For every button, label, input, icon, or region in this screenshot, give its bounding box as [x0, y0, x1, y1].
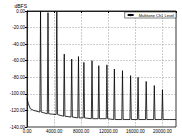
svg-text:8000.00: 8000.00 [73, 129, 90, 134]
svg-text:-120.00: -120.00 [10, 108, 26, 113]
svg-text:0.00: 0.00 [23, 129, 32, 134]
svg-text:dBFS: dBFS [14, 2, 27, 9]
svg-text:16000.00: 16000.00 [126, 129, 145, 134]
svg-text:20000.00: 20000.00 [153, 129, 172, 134]
svg-text:-80.00: -80.00 [12, 75, 25, 80]
svg-text:-140.00: -140.00 [9, 124, 25, 130]
svg-text:0.00: 0.00 [16, 9, 25, 14]
svg-text:-60.00: -60.00 [12, 58, 25, 63]
svg-text:-40.00: -40.00 [12, 42, 25, 47]
svg-text:4000.00: 4000.00 [46, 129, 63, 134]
svg-text:12000.00: 12000.00 [99, 129, 118, 134]
svg-text:-20.00: -20.00 [12, 25, 25, 30]
svg-text:Multitone Ch1 Level: Multitone Ch1 Level [139, 13, 174, 18]
svg-text:-100.00: -100.00 [10, 91, 26, 96]
